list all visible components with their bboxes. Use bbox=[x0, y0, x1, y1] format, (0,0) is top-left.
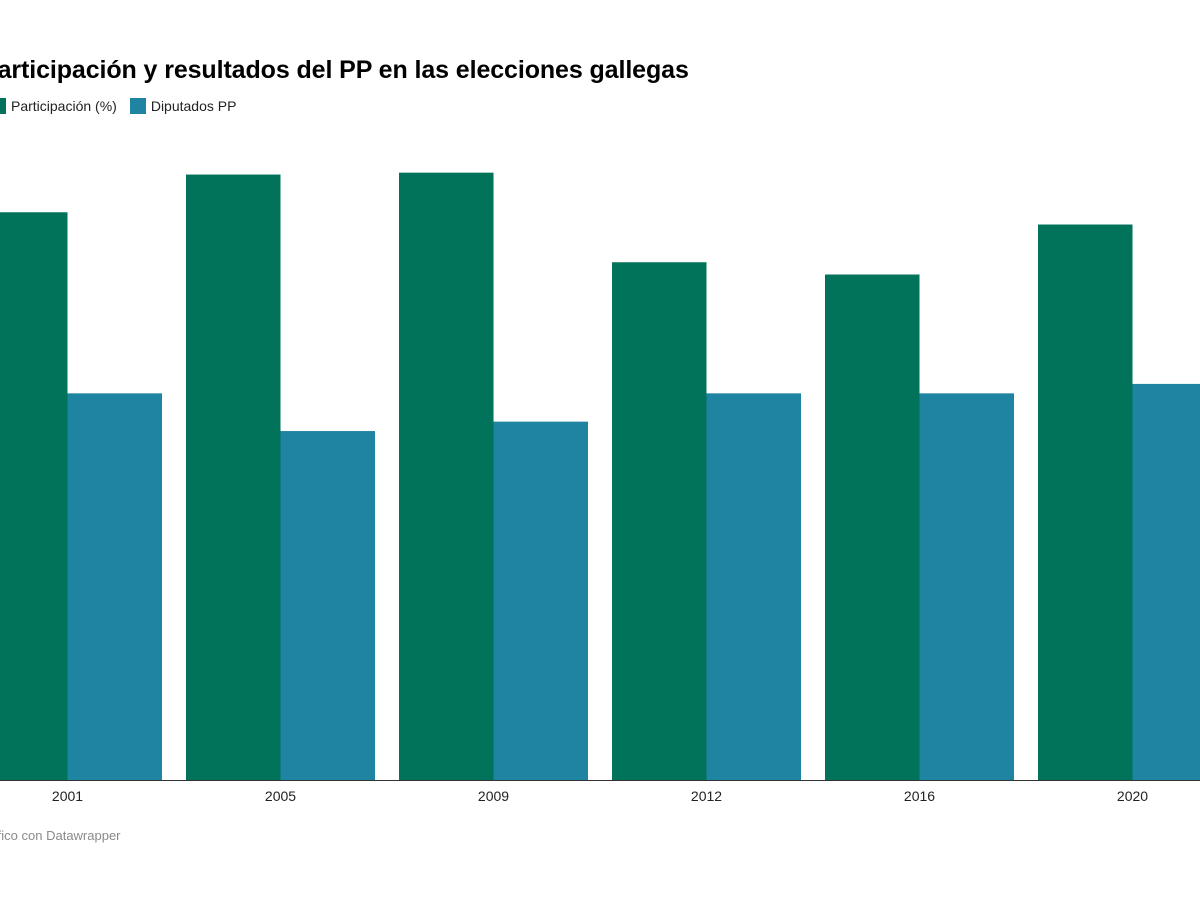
footer-credit: Gráfico con Datawrapper bbox=[0, 828, 121, 843]
bar-diputados-2009 bbox=[493, 421, 588, 780]
bar-diputados-2005 bbox=[280, 431, 375, 780]
legend-swatch-participacion bbox=[0, 98, 6, 114]
x-tick-label-2016: 2016 bbox=[904, 788, 935, 804]
legend-item-participacion: Participación (%) bbox=[0, 98, 117, 114]
x-tick-label-2012: 2012 bbox=[691, 788, 722, 804]
bar-diputados-2012 bbox=[706, 393, 801, 780]
bar-diputados-2016 bbox=[919, 393, 1014, 780]
chart-title: Participación y resultados del PP en las… bbox=[0, 56, 689, 84]
legend-swatch-diputados bbox=[129, 98, 146, 114]
bar-participacion-2009 bbox=[399, 172, 494, 781]
bar-participacion-2005 bbox=[186, 174, 281, 780]
bar-participacion-2016 bbox=[825, 274, 920, 780]
x-tick-label-2009: 2009 bbox=[478, 788, 509, 804]
x-tick-label-2001: 2001 bbox=[52, 788, 83, 804]
bar-participacion-2001 bbox=[0, 212, 68, 780]
chart-legend: Participación (%) Diputados PP bbox=[0, 98, 249, 114]
bar-participacion-2020 bbox=[1038, 224, 1133, 780]
x-tick-label-2020: 2020 bbox=[1117, 788, 1148, 804]
legend-item-diputados: Diputados PP bbox=[129, 98, 237, 114]
legend-label-diputados: Diputados PP bbox=[150, 98, 237, 114]
bar-participacion-2012 bbox=[612, 262, 707, 781]
bar-diputados-2020 bbox=[1132, 383, 1200, 780]
bar-diputados-2001 bbox=[67, 393, 162, 780]
legend-label-participacion: Participación (%) bbox=[11, 98, 117, 114]
x-tick-label-2005: 2005 bbox=[265, 788, 296, 804]
